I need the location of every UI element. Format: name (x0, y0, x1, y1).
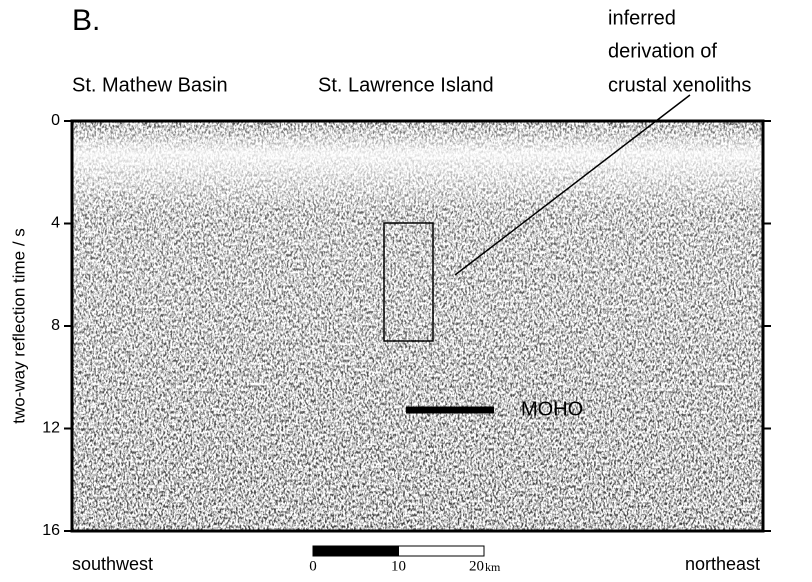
scale-tick-label: 10 (391, 558, 406, 574)
annotation: derivation of (608, 40, 717, 62)
y-tick-label: 0 (51, 112, 60, 129)
y-tick-label: 16 (42, 522, 60, 539)
top-label: St. Mathew Basin (72, 74, 228, 96)
panel-label: B. (72, 4, 100, 37)
scale-unit: km (485, 560, 501, 574)
seismic-section (72, 121, 763, 531)
scale-tick-label: 0 (309, 558, 317, 574)
right-label: northeast (685, 554, 760, 574)
y-tick-label: 12 (42, 420, 60, 437)
scale-tick-label: 20 (469, 558, 484, 574)
scale-segment (399, 546, 485, 556)
annotation: crustal xenoliths (608, 74, 751, 96)
moho-label: MOHO (521, 398, 583, 420)
left-label: southwest (72, 554, 153, 574)
y-tick-label: 4 (51, 215, 60, 232)
top-label: St. Lawrence Island (318, 74, 494, 96)
annotation: inferred (608, 7, 676, 29)
y-axis-label: two-way reflection time / s (9, 228, 28, 424)
figure: B. St. Mathew Basin St. Lawrence Island … (0, 0, 812, 577)
scale-segment (313, 546, 399, 556)
section-fade (72, 121, 763, 531)
y-tick-label: 8 (51, 317, 60, 334)
